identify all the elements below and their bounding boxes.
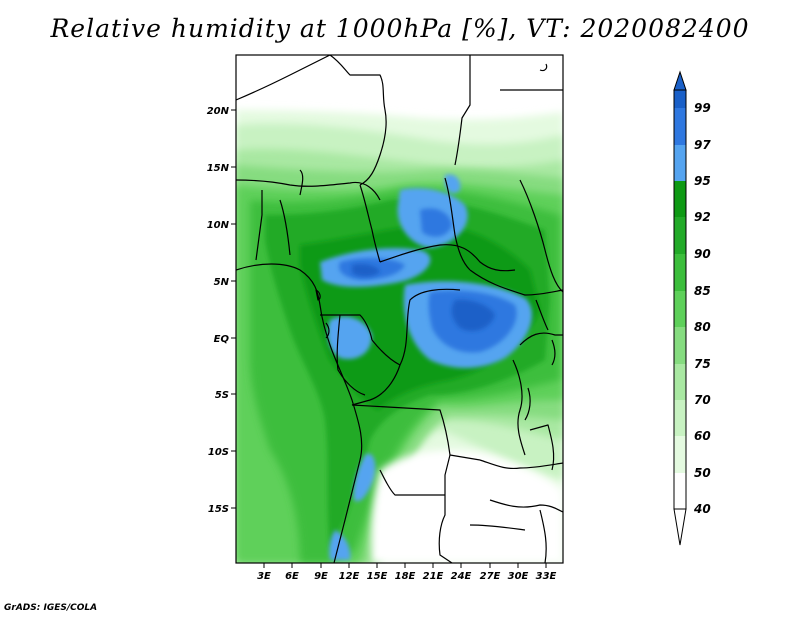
colorbar-label: 85 bbox=[694, 284, 711, 298]
coastline bbox=[236, 263, 363, 563]
colorbar-label: 60 bbox=[694, 429, 711, 443]
lat-label: 15S bbox=[208, 504, 229, 515]
colorbar-label: 40 bbox=[693, 502, 711, 516]
colorbar-segment bbox=[674, 436, 686, 473]
colorbar-segment bbox=[674, 254, 686, 291]
lat-label: 15N bbox=[207, 163, 230, 174]
colorbar-label: 92 bbox=[694, 210, 711, 224]
lon-label: 24E bbox=[451, 571, 472, 582]
colorbar-segment bbox=[674, 473, 686, 509]
map-title: Relative humidity at 1000hPa [%], VT: 20… bbox=[50, 14, 750, 43]
latitude-axis bbox=[231, 109, 236, 509]
colorbar-segment bbox=[674, 291, 686, 327]
colorbar-segment bbox=[674, 327, 686, 364]
dry-region-north bbox=[236, 55, 563, 102]
lat-label: 5N bbox=[214, 277, 230, 288]
credit-text: GrADS: IGES/COLA bbox=[4, 603, 98, 613]
colorbar-outline bbox=[673, 89, 687, 510]
colorbar-segment-bottom-arrow bbox=[673, 508, 687, 546]
longitude-labels: 3E 6E 9E 12E 15E 18E 21E 24E 27E 30E 33E bbox=[257, 571, 556, 582]
latitude-labels: 20N 15N 10N 5N EQ 5S 10S 15S bbox=[207, 106, 230, 515]
country-borders bbox=[236, 55, 563, 563]
lat-label: EQ bbox=[214, 334, 230, 345]
colorbar-segment bbox=[674, 217, 686, 254]
longitude-axis bbox=[263, 563, 547, 568]
lat-label: 20N bbox=[207, 106, 230, 117]
lon-label: 27E bbox=[480, 571, 501, 582]
lon-label: 15E bbox=[367, 571, 388, 582]
lat-label: 10S bbox=[208, 447, 229, 458]
lon-label: 18E bbox=[395, 571, 416, 582]
lon-label: 3E bbox=[257, 571, 271, 582]
colorbar-segment bbox=[674, 108, 686, 145]
humidity-field bbox=[236, 55, 563, 563]
colorbar-label: 90 bbox=[694, 247, 711, 261]
lat-label: 5S bbox=[215, 390, 229, 401]
colorbar: 99 97 95 92 90 85 80 75 70 60 50 40 bbox=[673, 70, 711, 546]
dry-region bbox=[371, 450, 563, 563]
colorbar-label: 75 bbox=[694, 357, 711, 371]
lon-label: 6E bbox=[285, 571, 299, 582]
lon-label: 33E bbox=[536, 571, 557, 582]
colorbar-label: 95 bbox=[694, 174, 711, 188]
colorbar-segment bbox=[674, 400, 686, 436]
colorbar-label: 70 bbox=[694, 393, 711, 407]
colorbar-label: 50 bbox=[694, 466, 711, 480]
map-frame bbox=[235, 54, 564, 564]
colorbar-label: 80 bbox=[694, 320, 711, 334]
lon-label: 30E bbox=[508, 571, 529, 582]
lon-label: 21E bbox=[423, 571, 444, 582]
colorbar-segment bbox=[674, 90, 686, 108]
colorbar-segment bbox=[674, 181, 686, 217]
lon-label: 12E bbox=[339, 571, 360, 582]
colorbar-segment-top-arrow bbox=[673, 70, 687, 91]
colorbar-segment bbox=[674, 145, 686, 181]
colorbar-label: 97 bbox=[694, 138, 711, 152]
colorbar-segment bbox=[674, 364, 686, 400]
rh-99-patches bbox=[352, 263, 495, 332]
lat-label: 10N bbox=[207, 220, 230, 231]
colorbar-label: 99 bbox=[694, 101, 711, 115]
lon-label: 9E bbox=[314, 571, 328, 582]
